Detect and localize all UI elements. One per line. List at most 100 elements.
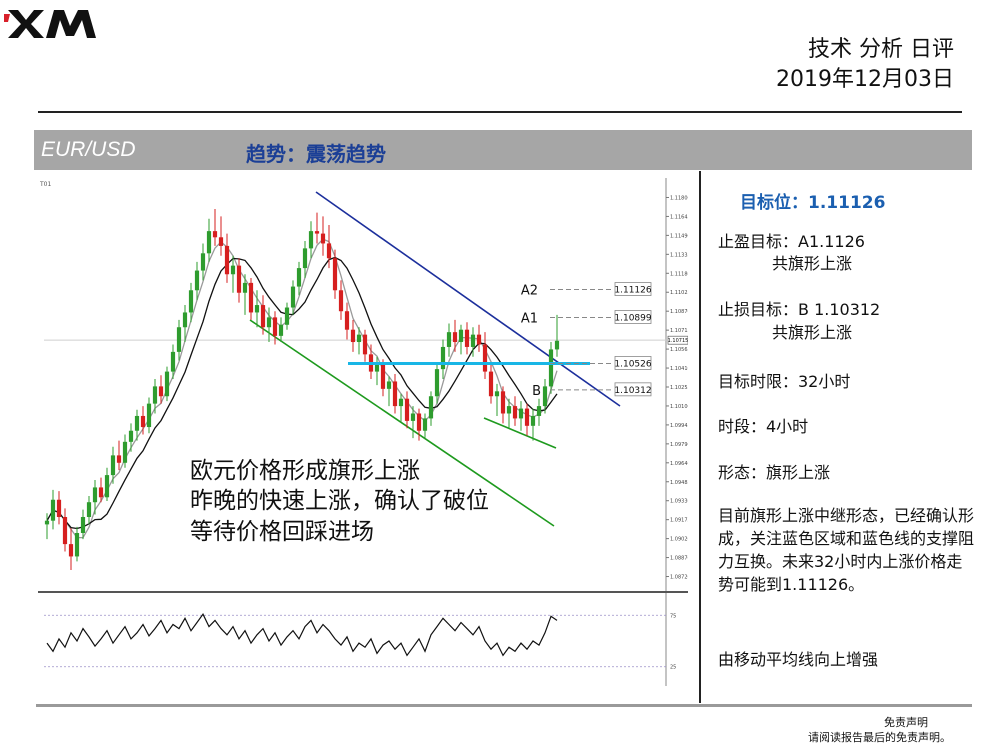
target-level: 目标位：1.11126 (740, 193, 886, 213)
candle-body (74, 533, 80, 557)
candle-body (332, 258, 338, 291)
candle-body (158, 386, 164, 397)
y-tick-label: 1.10255 (670, 385, 688, 391)
take-profit-target: 止盈目标：A1.1126 (718, 232, 865, 251)
footer-divider (36, 704, 972, 707)
candle-body (512, 406, 518, 419)
candle-body (98, 487, 104, 498)
panel-divider (699, 171, 701, 703)
candle-body (224, 245, 230, 275)
annotation-line-2: 昨晚的快速上涨，确认了破位 (190, 488, 489, 514)
annotation-line-1: 欧元价格形成旗形上涨 (190, 458, 420, 484)
candle-body (500, 391, 506, 414)
annotation-line-3: 等待价格回踩进场 (190, 519, 374, 545)
report-date: 2019年12月03日 (776, 67, 954, 92)
level-value-label: 1.10899 (614, 314, 651, 324)
symbol-label: T01 (39, 181, 51, 188)
candle-body (530, 415, 536, 426)
candle-body (416, 413, 422, 431)
y-tick-label: 1.11180 (670, 271, 688, 277)
y-tick-label: 1.09945 (670, 423, 688, 429)
candle-body (62, 516, 68, 545)
candle-body (104, 475, 110, 498)
level-value-label: 1.11126 (614, 286, 651, 296)
stop-loss-note: 共旗形上涨 (772, 323, 853, 342)
xm-logo (4, 2, 104, 42)
candle-body (404, 398, 410, 421)
candle-body (206, 231, 212, 254)
y-tick-label: 1.11335 (670, 252, 688, 258)
timeframe: 时段：4小时 (718, 417, 809, 436)
candle-body (116, 455, 122, 463)
candle-body (296, 268, 302, 287)
candle-body (230, 265, 236, 275)
candle-body (200, 253, 206, 271)
y-tick-label: 1.11800 (670, 195, 688, 201)
candle-body (122, 441, 128, 463)
pattern: 形态：旗形上涨 (718, 463, 831, 482)
candle-body (362, 334, 368, 355)
candle-body (356, 334, 362, 343)
current-price-box (667, 335, 688, 345)
trend-label: 趋势：震荡趋势 (246, 142, 386, 166)
candle-body (482, 344, 488, 372)
level-value-box (614, 282, 652, 296)
analysis-description: 目前旗形上涨中继形态，已经确认形成，关注蓝色区域和蓝色线的支撑阻力互换。未来32… (718, 506, 975, 594)
candle-body (488, 371, 494, 397)
candle-body (56, 499, 62, 517)
y-tick-label: 1.10410 (670, 366, 688, 372)
upper-channel-line (315, 191, 621, 407)
y-tick-label: 1.09330 (670, 499, 688, 505)
level-value-box (614, 356, 652, 370)
candle-body (518, 408, 524, 419)
y-tick-label: 1.10565 (670, 347, 688, 353)
candle-body (302, 248, 308, 269)
candle-body (248, 282, 254, 313)
candle-body (212, 231, 218, 238)
header-divider (38, 111, 962, 113)
candle-body (422, 418, 428, 431)
y-tick-label: 1.09485 (670, 480, 688, 486)
y-tick-label: 1.11025 (670, 290, 688, 296)
level-value-box (614, 310, 652, 324)
osc-level-label: 75 (670, 613, 676, 619)
level-marker-b: B (532, 384, 541, 399)
candle-body (380, 364, 386, 389)
candle-body (440, 346, 446, 370)
price-chart: T01 1.11800 1.11645 1.11490 1.11335 1.11180 1.… (38, 178, 688, 690)
candle-body (350, 329, 356, 343)
y-tick-label: 1.10100 (670, 404, 688, 410)
candle-body (44, 520, 50, 525)
ma-slow-line (46, 256, 558, 530)
level-marker-a1: A1 (521, 312, 538, 327)
candle-body (326, 243, 332, 259)
candle-body (542, 386, 548, 407)
candle-body (80, 516, 86, 534)
candle-body (254, 305, 260, 313)
candle-body (218, 237, 224, 246)
candle-body (458, 329, 464, 343)
candle-body (272, 317, 278, 336)
chart-svg: T01 1.11800 1.11645 1.11490 1.11335 1.11180 1.… (38, 178, 688, 686)
candle-body (308, 231, 314, 249)
flag-lower-line (483, 417, 557, 449)
candle-body (392, 381, 398, 407)
candle-body (140, 415, 146, 428)
candle-body (188, 290, 194, 313)
candle-body (68, 544, 74, 557)
candle-body (494, 391, 500, 397)
take-profit-note: 共旗形上涨 (772, 254, 853, 273)
level-value-label: 1.10526 (614, 359, 651, 369)
candle-body (428, 396, 434, 419)
candle-body (278, 324, 284, 336)
lower-channel-line (249, 319, 555, 527)
candle-body (86, 502, 92, 517)
candle-body (236, 265, 242, 293)
candle-body (194, 270, 200, 291)
candle-body (290, 286, 296, 308)
candle-body (410, 413, 416, 421)
candle-body (464, 329, 470, 347)
candle-body (476, 334, 482, 345)
candle-body (152, 386, 158, 404)
y-tick-label: 1.10715 (670, 328, 688, 334)
